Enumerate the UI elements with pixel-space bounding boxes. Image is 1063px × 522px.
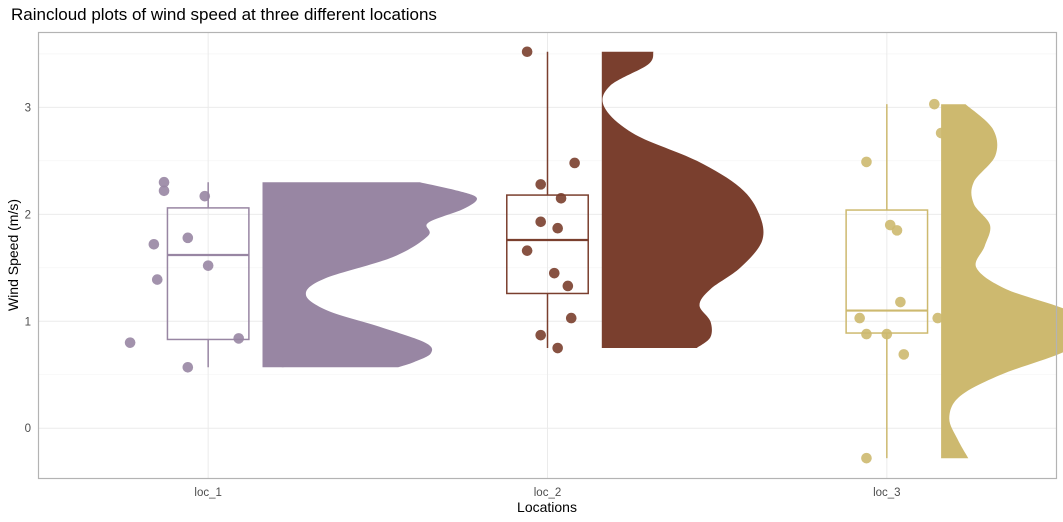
data-point [535,216,547,228]
data-point [569,157,580,169]
data-point [565,312,577,324]
data-point [158,185,170,197]
box [166,207,250,341]
data-point [182,232,194,244]
data-point [898,349,910,360]
density-cloud [941,104,1063,459]
x-axis: loc_1 loc_2 loc_3 [194,487,900,499]
data-point [521,245,533,256]
series-loc_3 [845,98,1063,464]
density-cloud [262,182,477,368]
series-loc_2 [506,46,764,354]
data-point [148,238,160,250]
chart-title: Raincloud plots of wind speed at three d… [11,5,437,24]
data-point [277,356,289,368]
data-point [861,328,872,340]
data-point [935,127,947,139]
data-point [932,312,944,324]
data-point [124,337,136,348]
data-point [861,156,872,168]
y-axis: 0 1 2 3 [25,102,31,435]
series-loc_1 [124,176,477,373]
data-point [854,312,865,324]
data-point [861,452,872,464]
data-point [233,333,245,344]
plot-panel-border [37,31,1058,480]
density-cloud [601,51,764,349]
data-point [199,190,211,202]
y-tick-label: 2 [25,209,31,221]
x-tick-label: loc_1 [194,487,222,499]
data-point [552,222,563,234]
data-point [535,329,547,341]
data-point [552,342,563,354]
data-point [521,46,533,58]
data-point [929,98,940,110]
data-point [895,296,906,308]
data-point [535,179,547,190]
data-point [562,280,574,292]
y-axis-title: Wind Speed (m/s) [5,199,21,311]
y-tick-label: 3 [25,102,31,114]
data-point [548,267,560,279]
data-point [202,260,214,271]
data-point [280,205,292,217]
x-tick-label: loc_2 [534,487,562,499]
x-tick-label: loc_3 [873,487,901,499]
data-point [151,274,163,285]
data-point [891,225,903,236]
y-tick-label: 1 [25,316,31,328]
data-point [158,176,170,188]
y-tick-label: 0 [25,423,31,435]
data-point [555,192,567,204]
chart-marks [124,46,1063,464]
box [506,194,589,295]
x-axis-title: Locations [517,499,577,515]
data-point [182,361,194,373]
data-point [881,328,893,340]
